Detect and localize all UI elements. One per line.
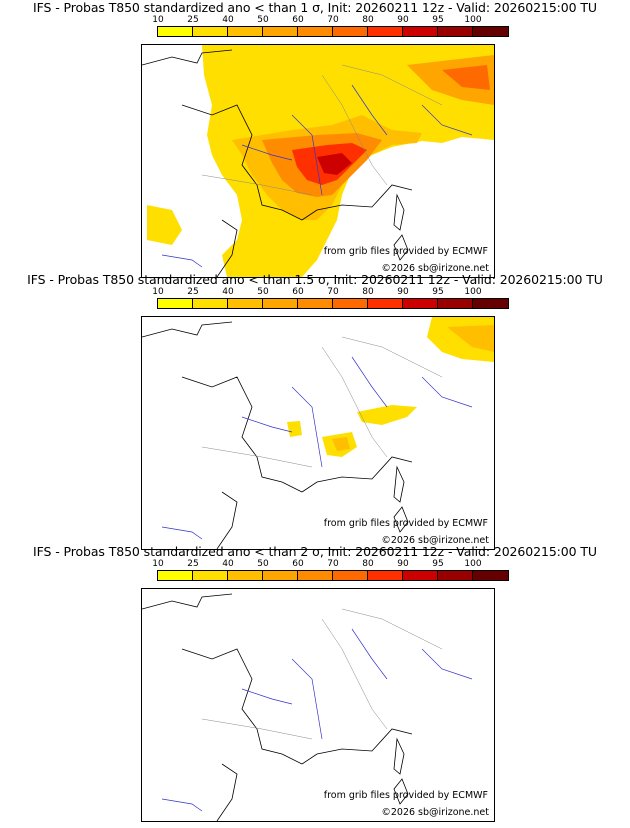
colorbar-segment	[298, 299, 333, 308]
colorbar-segment	[158, 27, 193, 36]
colorbar	[157, 570, 509, 581]
rivers	[161, 84, 473, 268]
borders	[201, 336, 443, 468]
colorbar-segment	[193, 27, 228, 36]
colorbar-segment	[403, 571, 438, 580]
colorbar-tick-label: 100	[464, 559, 482, 569]
colorbar-labels: 10 25 40 50 60 70 80 90 95 100	[152, 559, 481, 569]
credit-copyright: ©2026 sb@irizone.net	[381, 807, 489, 818]
colorbar-tick-label: 25	[187, 15, 199, 25]
colorbar-segment	[263, 571, 298, 580]
colorbar-segment	[438, 571, 473, 580]
colorbar-tick-label: 90	[397, 15, 409, 25]
colorbar-labels: 10 25 40 50 60 70 80 90 95 100	[152, 15, 481, 25]
colorbar-segment	[438, 299, 473, 308]
map-canvas	[142, 45, 494, 277]
map-canvas	[142, 317, 494, 549]
colorbar-tick-label: 95	[432, 287, 444, 297]
colorbar-segment	[228, 27, 263, 36]
rivers	[161, 628, 473, 812]
probability-map: from grib files provided by ECMWF ©2026 …	[141, 44, 495, 278]
panel-title: IFS - Probas T850 standardized ano < tha…	[33, 544, 597, 559]
colorbar-segment	[298, 571, 333, 580]
colorbar	[157, 298, 509, 309]
credit-source: from grib files provided by ECMWF	[323, 518, 488, 529]
colorbar-tick-label: 25	[187, 559, 199, 569]
colorbar-tick-label: 95	[432, 559, 444, 569]
coastlines	[142, 49, 413, 277]
colorbar-tick-label: 40	[222, 15, 234, 25]
colorbar-segment	[368, 571, 403, 580]
colorbar-segment	[158, 571, 193, 580]
colorbar-segment	[403, 299, 438, 308]
colorbar-segment	[228, 299, 263, 308]
map-panel-1: IFS - Probas T850 standardized ano < tha…	[0, 0, 630, 278]
colorbar-segment	[473, 299, 508, 308]
credit-copyright: ©2026 sb@irizone.net	[381, 263, 489, 274]
colorbar-tick-label: 40	[222, 287, 234, 297]
colorbar-segment	[473, 571, 508, 580]
colorbar-tick-label: 100	[464, 287, 482, 297]
colorbar-tick-label: 50	[257, 287, 269, 297]
colorbar-segment	[193, 299, 228, 308]
colorbar-segment	[368, 299, 403, 308]
colorbar-segment	[368, 27, 403, 36]
panel-title: IFS - Probas T850 standardized ano < tha…	[27, 272, 603, 287]
credit-copyright: ©2026 sb@irizone.net	[381, 535, 489, 546]
colorbar-tick-label: 10	[152, 287, 164, 297]
colorbar-tick-label: 50	[257, 15, 269, 25]
probability-map: from grib files provided by ECMWF ©2026 …	[141, 588, 495, 822]
colorbar-tick-label: 10	[152, 559, 164, 569]
colorbar-segment	[158, 299, 193, 308]
rivers	[161, 356, 473, 540]
colorbar-segment	[263, 27, 298, 36]
colorbar-segment	[228, 571, 263, 580]
colorbar-tick-label: 80	[362, 15, 374, 25]
colorbar-tick-label: 80	[362, 559, 374, 569]
colorbar-segment	[298, 27, 333, 36]
colorbar-tick-label: 90	[397, 559, 409, 569]
colorbar	[157, 26, 509, 37]
colorbar-segment	[333, 571, 368, 580]
colorbar-tick-label: 60	[292, 15, 304, 25]
coastlines	[142, 593, 413, 821]
borders	[201, 64, 443, 196]
colorbar-segment	[333, 299, 368, 308]
colorbar-tick-label: 70	[327, 559, 339, 569]
colorbar-tick-label: 90	[397, 287, 409, 297]
panel-title: IFS - Probas T850 standardized ano < tha…	[33, 0, 597, 15]
colorbar-segment	[263, 299, 298, 308]
colorbar-tick-label: 80	[362, 287, 374, 297]
probability-field	[287, 317, 494, 457]
map-panel-2: IFS - Probas T850 standardized ano < tha…	[0, 272, 630, 550]
colorbar-tick-label: 95	[432, 15, 444, 25]
coastlines	[142, 321, 413, 549]
colorbar-segment	[333, 27, 368, 36]
colorbar-tick-label: 60	[292, 287, 304, 297]
colorbar-segment	[438, 27, 473, 36]
credit-source: from grib files provided by ECMWF	[323, 246, 488, 257]
probability-map: from grib files provided by ECMWF ©2026 …	[141, 316, 495, 550]
borders	[201, 608, 443, 740]
colorbar-tick-label: 70	[327, 15, 339, 25]
colorbar-segment	[473, 27, 508, 36]
colorbar-tick-label: 25	[187, 287, 199, 297]
map-canvas	[142, 593, 473, 821]
colorbar-segment	[193, 571, 228, 580]
colorbar-tick-label: 10	[152, 15, 164, 25]
colorbar-tick-label: 70	[327, 287, 339, 297]
credit-source: from grib files provided by ECMWF	[323, 790, 488, 801]
colorbar-segment	[403, 27, 438, 36]
colorbar-tick-label: 50	[257, 559, 269, 569]
probability-field	[147, 45, 494, 277]
colorbar-tick-label: 100	[464, 15, 482, 25]
colorbar-labels: 10 25 40 50 60 70 80 90 95 100	[152, 287, 481, 297]
colorbar-tick-label: 40	[222, 559, 234, 569]
map-panel-3: IFS - Probas T850 standardized ano < tha…	[0, 544, 630, 828]
colorbar-tick-label: 60	[292, 559, 304, 569]
